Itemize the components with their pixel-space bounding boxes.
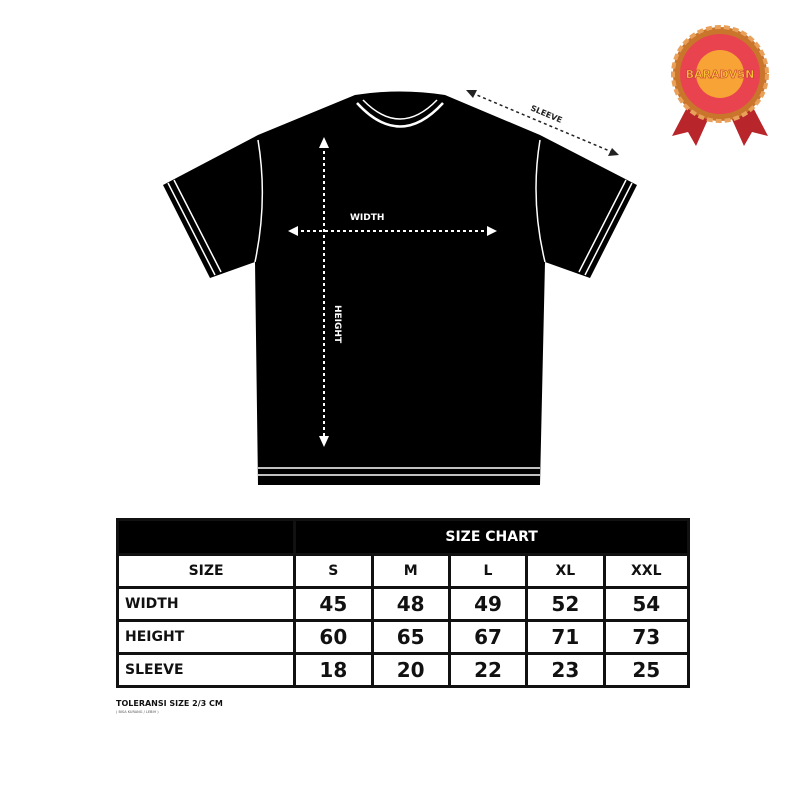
cell: 60 xyxy=(296,622,371,652)
size-chart-table: SIZE CHART SIZE S M L XL XXL WIDTH 45 48… xyxy=(116,518,690,688)
tolerance-subnote: ( BISA KURANG / LEBIH ) xyxy=(116,710,159,714)
size-s: S xyxy=(296,556,371,586)
size-header-label: SIZE xyxy=(119,556,294,586)
table-row-height: HEIGHT 60 65 67 71 73 xyxy=(119,622,687,652)
height-arrow: HEIGHT xyxy=(319,137,342,447)
table-title: SIZE CHART xyxy=(296,521,687,553)
table-title-row: SIZE CHART xyxy=(119,521,687,553)
width-label: WIDTH xyxy=(350,213,384,223)
tshirt-diagram: WIDTH HEIGHT SLEEVE xyxy=(163,90,637,485)
row-label: WIDTH xyxy=(119,589,294,619)
size-m: M xyxy=(373,556,448,586)
table-row-width: WIDTH 45 48 49 52 54 xyxy=(119,589,687,619)
tshirt-body xyxy=(163,91,637,485)
collar xyxy=(356,102,444,128)
row-label: SLEEVE xyxy=(119,655,294,685)
row-label: HEIGHT xyxy=(119,622,294,652)
tolerance-note: TOLERANSI SIZE 2/3 CM xyxy=(116,699,223,708)
cell: 25 xyxy=(605,655,687,685)
cell: 54 xyxy=(605,589,687,619)
svg-text:BARADVSN: BARADVSN xyxy=(686,68,755,81)
cell: 65 xyxy=(373,622,448,652)
width-arrow: WIDTH xyxy=(288,213,497,236)
cell: 22 xyxy=(450,655,526,685)
cell: 23 xyxy=(528,655,603,685)
cell: 20 xyxy=(373,655,448,685)
cell: 45 xyxy=(296,589,371,619)
sleeve-label: SLEEVE xyxy=(529,104,563,125)
brand-badge-logo: BARADVSN xyxy=(671,25,769,146)
cell: 67 xyxy=(450,622,526,652)
cell: 71 xyxy=(528,622,603,652)
cell: 49 xyxy=(450,589,526,619)
size-xl: XL xyxy=(528,556,603,586)
height-label: HEIGHT xyxy=(332,305,342,344)
cell: 73 xyxy=(605,622,687,652)
cell: 52 xyxy=(528,589,603,619)
table-row-sleeve: SLEEVE 18 20 22 23 25 xyxy=(119,655,687,685)
cell: 18 xyxy=(296,655,371,685)
size-xxl: XXL xyxy=(605,556,687,586)
size-l: L xyxy=(450,556,526,586)
cell: 48 xyxy=(373,589,448,619)
size-header-row: SIZE S M L XL XXL xyxy=(119,556,687,586)
